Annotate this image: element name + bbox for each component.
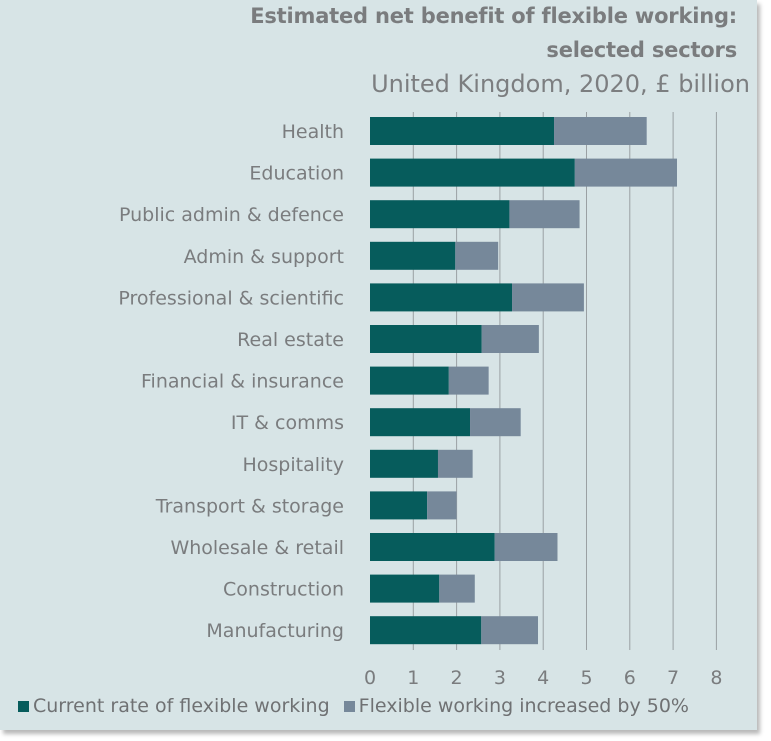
category-label: Admin & support <box>184 246 344 268</box>
bar-increased <box>470 408 521 437</box>
bar-increased <box>481 325 539 353</box>
legend-item-current: Current rate of flexible working <box>18 695 330 717</box>
bar-current <box>370 283 513 312</box>
bar-chart: Health Education Public admin & defence Adm… <box>118 112 722 689</box>
x-tick-label: 0 <box>364 667 376 689</box>
bar-current <box>370 574 440 603</box>
bar-increased <box>439 574 475 603</box>
bar-current <box>370 408 471 437</box>
category-label: Health <box>282 121 344 143</box>
chart-subtitle: United Kingdom, 2020, £ billion <box>371 70 750 98</box>
bar-increased <box>437 449 473 478</box>
x-tick-label: 7 <box>667 667 679 689</box>
bar-current <box>370 200 510 229</box>
x-tick-label: 6 <box>624 667 636 689</box>
bar-increased <box>554 117 647 145</box>
legend-item-increased: Flexible working increased by 50% <box>343 695 689 717</box>
bar-current <box>370 117 555 145</box>
bar-increased <box>427 491 457 520</box>
category-label: Education <box>249 163 344 185</box>
bar-current <box>370 449 438 478</box>
bar-increased <box>574 158 677 187</box>
x-tick-label: 4 <box>537 667 549 689</box>
bar-increased <box>509 200 580 229</box>
bar-increased <box>481 616 539 645</box>
category-label: Manufacturing <box>206 620 344 642</box>
legend-swatch-current <box>18 700 29 712</box>
bar-current <box>370 325 482 353</box>
category-label: Wholesale & retail <box>170 537 344 559</box>
x-tick-label: 5 <box>580 667 592 689</box>
bar-increased <box>448 366 489 395</box>
chart-panel: Estimated net benefit of flexible workin… <box>0 0 757 730</box>
category-label: Construction <box>223 579 344 601</box>
bar-increased <box>494 533 558 561</box>
category-label: Professional & scientific <box>118 287 344 309</box>
chart-title-line-1: Estimated net benefit of flexible workin… <box>250 4 737 28</box>
category-label: Real estate <box>237 329 344 351</box>
legend: Current rate of flexible working Flexibl… <box>18 695 703 717</box>
category-label: Transport & storage <box>155 495 344 517</box>
bar-current <box>370 533 495 561</box>
bar-current <box>370 616 482 645</box>
chart-title-line-2: selected sectors <box>546 38 737 62</box>
x-tick-label: 8 <box>710 667 722 689</box>
category-label: IT & comms <box>231 412 344 434</box>
x-tick-label: 3 <box>494 667 506 689</box>
legend-swatch-increased <box>343 700 355 712</box>
bar-current <box>370 158 575 187</box>
x-tick-label: 1 <box>407 667 419 689</box>
x-tick-label: 2 <box>451 667 463 689</box>
bar-current <box>370 491 428 520</box>
category-label: Public admin & defence <box>119 204 344 226</box>
legend-label-current: Current rate of flexible working <box>33 695 330 717</box>
category-label: Financial & insurance <box>141 371 344 393</box>
bar-increased <box>455 241 499 270</box>
legend-label-increased: Flexible working increased by 50% <box>358 695 689 717</box>
category-label: Hospitality <box>243 454 345 476</box>
bar-current <box>370 366 449 395</box>
bar-current <box>370 241 456 270</box>
bar-increased <box>512 283 584 312</box>
